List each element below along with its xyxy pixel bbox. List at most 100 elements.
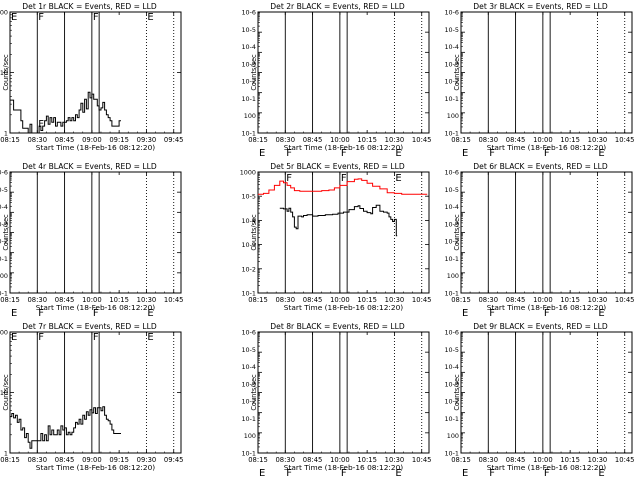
x-tick-label: 08:45 xyxy=(506,296,526,304)
plot-frame xyxy=(460,11,633,134)
x-tick-label: 10:15 xyxy=(560,456,580,464)
y-tick-label: 10-6 xyxy=(444,9,459,17)
x-tick-label: 10:00 xyxy=(330,456,350,464)
x-axis-label: Start Time (18-Feb-16 08:12:20) xyxy=(36,143,155,152)
marker-label: E xyxy=(11,12,17,23)
marker-label: F xyxy=(286,468,292,479)
y-tick-label: 10-2 xyxy=(241,265,256,273)
y-tick-label: 10-6 xyxy=(241,329,256,337)
y-tick-label: 10-5 xyxy=(241,346,256,354)
x-tick-label: 08:45 xyxy=(506,456,526,464)
x-tick-label: 08:30 xyxy=(27,136,47,144)
x-tick-label: 08:30 xyxy=(275,296,295,304)
y-tick-label: 10-5 xyxy=(444,186,459,194)
x-tick-label: 08:45 xyxy=(303,296,323,304)
panel-title: Det 8r BLACK = Events, RED = LLD xyxy=(270,322,405,331)
x-axis-label: Start Time (18-Feb-16 08:12:20) xyxy=(284,303,403,312)
plot-frame xyxy=(9,331,182,454)
detector-panel: Det 6r BLACK = Events, RED = LLD 08:15 08:… xyxy=(444,162,634,319)
panel-title: Det 1r BLACK = Events, RED = LLD xyxy=(22,2,157,11)
plot-frame xyxy=(460,331,633,454)
x-tick-label: 10:30 xyxy=(385,456,405,464)
y-tick-label: 10-2 xyxy=(241,398,256,406)
marker-label: F xyxy=(286,148,292,159)
y-tick-label: 100 xyxy=(447,112,459,120)
marker-label: E xyxy=(259,148,265,159)
plot-frame xyxy=(9,171,182,294)
y-tick-label: 10-5 xyxy=(0,186,8,194)
y-tick-label: 10-1 xyxy=(444,95,459,103)
marker-label: F xyxy=(93,12,99,23)
marker-label: E xyxy=(598,308,604,319)
x-tick-label: 08:15 xyxy=(451,296,471,304)
y-tick-label: 10-4 xyxy=(241,363,256,371)
marker-label: F xyxy=(544,148,550,159)
x-tick-label: 10:30 xyxy=(588,136,608,144)
x-tick-label: 10:30 xyxy=(385,296,405,304)
y-tick-label: 10-1 xyxy=(241,415,256,423)
x-tick-label: 10:15 xyxy=(109,296,129,304)
y-tick-label: 100 xyxy=(244,432,256,440)
marker-label: F xyxy=(38,12,44,23)
y-tick-label: 10-1 xyxy=(444,450,459,458)
y-axis-label: Counts/sec xyxy=(2,214,10,251)
marker-label: F xyxy=(341,468,347,479)
x-tick-label: 08:15 xyxy=(248,456,268,464)
y-tick-label: 1 xyxy=(4,450,8,458)
x-tick-label: 08:15 xyxy=(451,136,471,144)
x-tick-label: 09:45 xyxy=(164,456,184,464)
x-tick-label: 10:45 xyxy=(615,456,635,464)
x-tick-label: 10:30 xyxy=(385,136,405,144)
marker-label: F xyxy=(489,308,495,319)
y-tick-label: 10-2 xyxy=(444,78,459,86)
x-tick-label: 10:00 xyxy=(82,296,102,304)
y-tick-label: 100 xyxy=(447,432,459,440)
detector-panel: Det 2r BLACK = Events, RED = LLD 08:15 08:… xyxy=(241,2,431,159)
series-line xyxy=(10,406,121,449)
y-axis-label: Counts/sec xyxy=(250,374,258,411)
y-tick-label: 10-3 xyxy=(444,220,459,228)
y-tick-label: 10-1 xyxy=(241,290,256,298)
y-axis-label: Counts/sec xyxy=(453,214,461,251)
y-tick-label: 10-3 xyxy=(241,380,256,388)
marker-label: F xyxy=(93,308,99,319)
y-tick-label: 10-4 xyxy=(241,217,256,225)
panel-title: Det 7r BLACK = Events, RED = LLD xyxy=(22,322,157,331)
marker-label: E xyxy=(462,468,468,479)
x-tick-label: 09:15 xyxy=(109,136,129,144)
x-tick-label: 09:45 xyxy=(164,136,184,144)
x-tick-label: 10:45 xyxy=(615,296,635,304)
y-axis-label: Counts/sec xyxy=(453,374,461,411)
x-tick-label: 08:30 xyxy=(27,456,47,464)
plot-frame xyxy=(257,171,430,294)
marker-label: E xyxy=(395,468,401,479)
y-tick-label: 1 xyxy=(4,130,8,138)
panel-title: Det 4r BLACK = Events, RED = LLD xyxy=(22,162,157,171)
x-tick-label: 08:15 xyxy=(0,136,20,144)
x-tick-label: 10:00 xyxy=(533,136,553,144)
y-tick-label: 10-2 xyxy=(444,238,459,246)
y-tick-label: 10-4 xyxy=(241,43,256,51)
y-axis-label: Counts/sec xyxy=(453,54,461,91)
y-tick-label: 10-1 xyxy=(444,255,459,263)
x-tick-label: 08:15 xyxy=(451,456,471,464)
marker-label: F xyxy=(38,308,44,319)
x-tick-label: 10:15 xyxy=(357,456,377,464)
x-tick-label: 10:00 xyxy=(533,296,553,304)
x-tick-label: 08:15 xyxy=(0,296,20,304)
y-tick-label: 10-2 xyxy=(444,398,459,406)
y-tick-label: 10-5 xyxy=(241,193,256,201)
y-tick-label: 10-6 xyxy=(0,169,8,177)
x-tick-label: 10:45 xyxy=(164,296,184,304)
y-tick-label: 100 xyxy=(0,329,8,337)
panel-title: Det 9r BLACK = Events, RED = LLD xyxy=(473,322,608,331)
x-tick-label: 10:00 xyxy=(533,456,553,464)
x-tick-label: 10:15 xyxy=(560,136,580,144)
y-tick-label: 10-3 xyxy=(241,241,256,249)
x-tick-label: 09:00 xyxy=(82,136,102,144)
y-tick-label: 10-1 xyxy=(0,290,8,298)
marker-label: F xyxy=(38,332,44,343)
x-axis-label: Start Time (18-Feb-16 08:12:20) xyxy=(487,143,606,152)
x-tick-label: 10:15 xyxy=(357,296,377,304)
